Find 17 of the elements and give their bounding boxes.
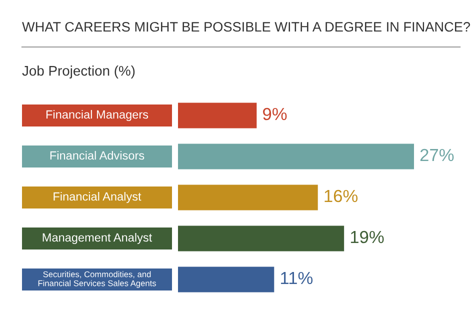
data-label: 19%: [350, 230, 384, 244]
bar: [178, 102, 257, 128]
y-tick-label: Securities, Commodities, and Financial Services Sales Agents: [38, 271, 156, 288]
bar: [178, 226, 344, 252]
y-tick-label: Management Analyst: [42, 232, 152, 244]
y-tick-label: Financial Analyst: [54, 192, 142, 203]
bar: [178, 144, 414, 170]
data-label: 16%: [324, 190, 358, 202]
data-label: 9%: [263, 108, 287, 120]
chart-title: WHAT CAREERS MIGHT BE POSSIBLE WITH A DEGREE IN FINANCE?: [22, 22, 470, 32]
data-label: 27%: [420, 148, 454, 162]
y-tick-label: Financial Managers: [46, 110, 148, 121]
y-tick-label: Financial Advisors: [50, 150, 144, 160]
data-label: 11%: [281, 272, 313, 284]
chart-subtitle: Job Projection (%): [22, 66, 135, 78]
bar: [178, 266, 274, 292]
bar: [178, 184, 318, 210]
